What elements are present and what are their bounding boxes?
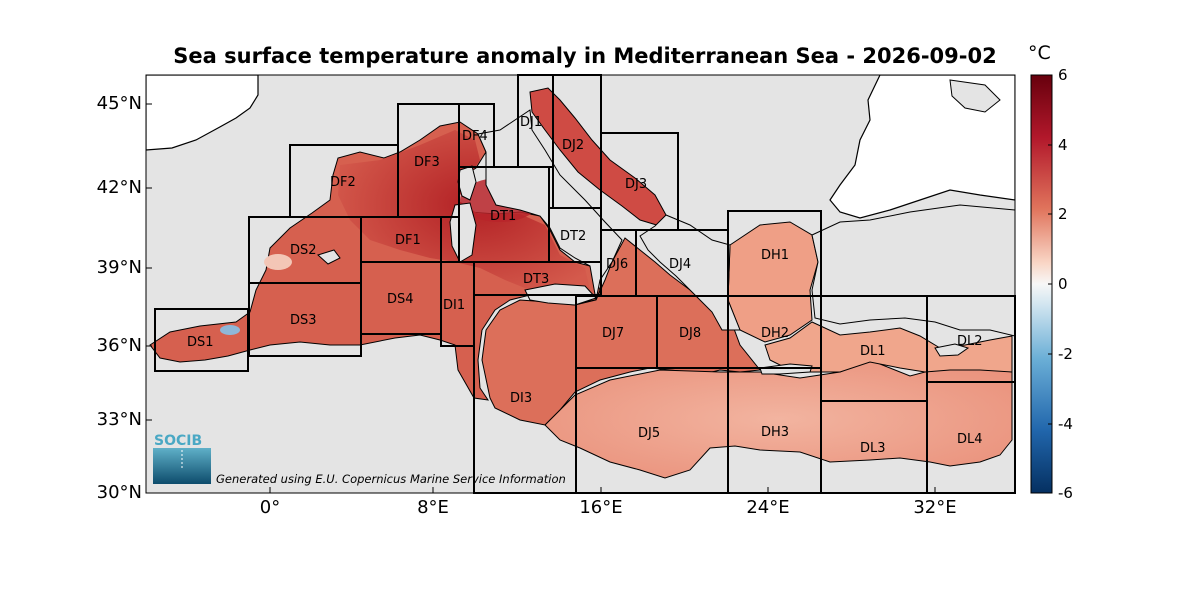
lon-tick-16e: 16°E: [579, 497, 623, 518]
colorbar-tick-6: 6: [1058, 66, 1068, 84]
land-europe-north: [146, 75, 259, 151]
label-DS2: DS2: [290, 243, 317, 258]
label-DJ4: DJ4: [669, 257, 691, 272]
label-DT3: DT3: [523, 272, 549, 287]
sea-balearic-cool: [264, 254, 292, 270]
label-DJ2: DJ2: [562, 138, 584, 153]
lat-tick-45: 45°N: [96, 93, 142, 114]
colorbar-tick-minus2: -2: [1058, 345, 1073, 363]
colorbar-unit: °C: [1028, 42, 1051, 64]
lon-tick-24e: 24°E: [746, 497, 790, 518]
colorbar-ticks: [1048, 144, 1052, 425]
label-DF2: DF2: [330, 175, 356, 190]
lat-tick-42: 42°N: [96, 177, 142, 198]
colorbar-tick-4: 4: [1058, 136, 1068, 154]
colorbar-tick-minus4: -4: [1058, 415, 1073, 433]
label-DF3: DF3: [414, 155, 440, 170]
label-DH2: DH2: [761, 326, 789, 341]
lon-tick-8e: 8°E: [417, 497, 449, 518]
sea-southern-libyan: [544, 359, 1013, 479]
axis-ticks: [146, 103, 936, 493]
land-turkey: [811, 204, 1015, 337]
island-cyprus: [934, 343, 970, 357]
map-area: [146, 75, 1015, 493]
label-DH1: DH1: [761, 248, 789, 263]
lon-tick-0: 0°: [259, 497, 281, 518]
data-credit: Generated using E.U. Copernicus Marine S…: [216, 472, 566, 486]
label-DH3: DH3: [761, 425, 789, 440]
label-DI3: DI3: [510, 391, 532, 406]
label-DJ8: DJ8: [679, 326, 701, 341]
label-DT2: DT2: [560, 229, 586, 244]
socib-logo-text: SOCIB: [154, 433, 202, 449]
label-DJ5: DJ5: [638, 426, 660, 441]
land-black-sea-coast: [829, 75, 1015, 219]
colorbar-tick-minus6: -6: [1058, 484, 1073, 502]
label-DJ6: DJ6: [606, 257, 628, 272]
sea-aegean: [727, 221, 819, 343]
label-DL4: DL4: [957, 432, 983, 447]
lat-tick-33: 33°N: [96, 409, 142, 430]
sea-alboran-cool: [220, 325, 240, 335]
socib-logo-graphic: SOCIB: [153, 433, 211, 484]
land-greece: [639, 214, 741, 331]
label-DL3: DL3: [860, 441, 886, 456]
chart-title: Sea surface temperature anomaly in Medit…: [173, 44, 997, 68]
label-DJ1: DJ1: [520, 115, 542, 130]
label-DS3: DS3: [290, 313, 317, 328]
land-crimea: [949, 79, 1001, 113]
lat-tick-36: 36°N: [96, 335, 142, 356]
socib-logo: SOCIB: [153, 428, 211, 484]
label-DL2: DL2: [957, 334, 983, 349]
lat-tick-39: 39°N: [96, 257, 142, 278]
label-DF1: DF1: [395, 233, 421, 248]
label-DF4: DF4: [462, 129, 488, 144]
label-DS4: DS4: [387, 292, 414, 307]
label-DT1: DT1: [490, 209, 516, 224]
lat-tick-30: 30°N: [96, 482, 142, 503]
label-DI1: DI1: [443, 298, 465, 313]
map-frame: [145, 74, 1016, 494]
label-DJ7: DJ7: [602, 326, 624, 341]
lon-tick-32e: 32°E: [913, 497, 957, 518]
colorbar-tick-2: 2: [1058, 205, 1068, 223]
region-labels: DS1 DS2 DS3 DS4 DF1 DF2 DF3 DF4 DI1 DI3 …: [187, 115, 983, 456]
label-DJ3: DJ3: [625, 177, 647, 192]
island-mallorca: [317, 249, 341, 265]
label-DS1: DS1: [187, 335, 214, 350]
label-DL1: DL1: [860, 344, 886, 359]
colorbar-tick-0: 0: [1058, 275, 1068, 293]
